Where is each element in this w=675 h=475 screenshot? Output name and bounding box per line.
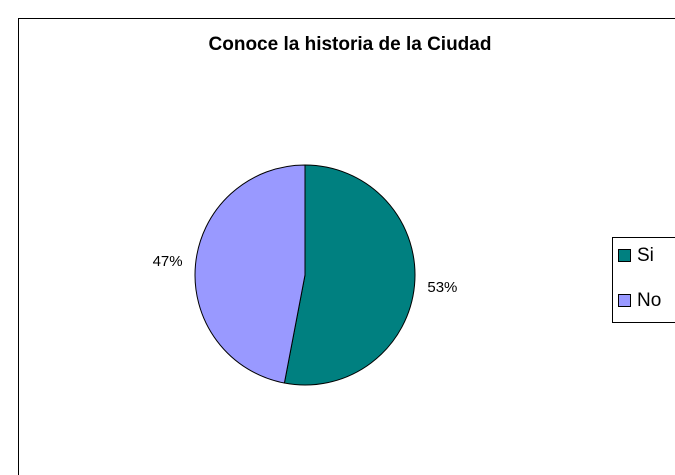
pie-slice bbox=[283, 164, 416, 386]
legend-swatch bbox=[618, 249, 631, 262]
legend-label: Si bbox=[637, 245, 654, 266]
legend-swatch bbox=[618, 294, 631, 307]
chart-title: Conoce la historia de la Ciudad bbox=[209, 34, 492, 55]
data-label: 53% bbox=[427, 279, 457, 296]
legend-label: No bbox=[637, 290, 661, 311]
data-label: 47% bbox=[153, 253, 183, 270]
pie-slice bbox=[194, 164, 306, 384]
